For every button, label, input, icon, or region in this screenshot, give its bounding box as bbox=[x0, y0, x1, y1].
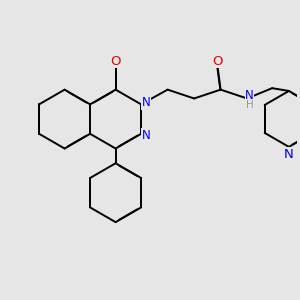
Text: N: N bbox=[245, 89, 254, 102]
Text: N: N bbox=[284, 148, 294, 161]
Text: O: O bbox=[110, 55, 121, 68]
Text: N: N bbox=[142, 129, 151, 142]
Text: N: N bbox=[142, 96, 151, 110]
Text: H: H bbox=[246, 100, 253, 110]
Text: O: O bbox=[212, 55, 223, 68]
